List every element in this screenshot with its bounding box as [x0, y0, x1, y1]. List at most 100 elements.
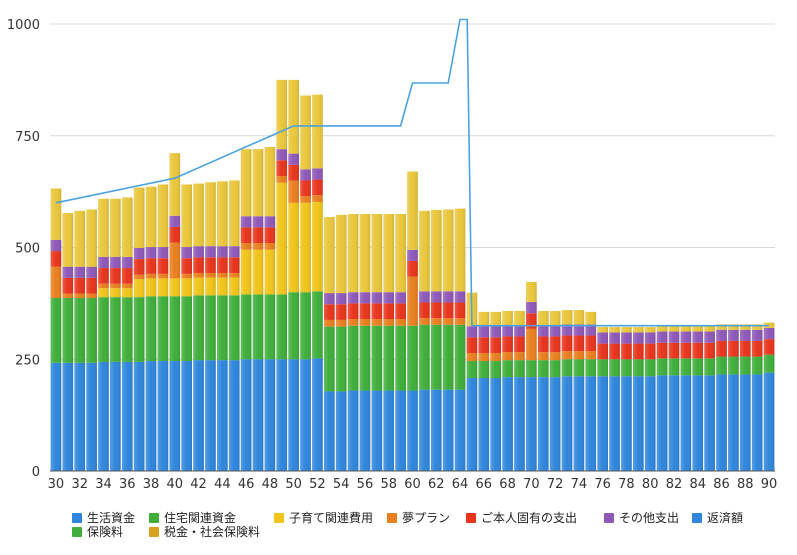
bar-shade-67-5	[490, 352, 502, 362]
bar-shade-50-6	[288, 164, 299, 181]
bar-shade-33-1	[86, 298, 97, 363]
bar-shade-30-5	[50, 266, 62, 299]
bar-shade-43-8	[205, 182, 216, 247]
bar-shade-54-8	[335, 214, 347, 294]
bar-shade-42-6	[193, 257, 204, 273]
bar-shade-43-1	[205, 295, 216, 361]
bar-shade-83-6	[680, 342, 692, 359]
bar-shade-57-8	[371, 213, 383, 293]
bar-shade-73-0	[561, 376, 573, 471]
bar-shade-44-5	[216, 272, 228, 278]
x-tick-label-34: 34	[95, 477, 112, 492]
bar-shade-44-7	[216, 246, 228, 258]
legend-label-0: 生活資金	[87, 510, 135, 525]
bar-shade-40-5	[169, 242, 181, 279]
bar-shade-41-1	[181, 296, 193, 362]
bar-shade-81-6	[656, 342, 668, 359]
bar-shade-51-5	[300, 196, 311, 203]
bar-shade-32-6	[74, 277, 86, 294]
bar-shade-47-1	[252, 294, 264, 360]
bar-shade-40-1	[169, 296, 181, 362]
bar-shade-47-8	[252, 149, 264, 217]
bar-shade-72-5	[549, 352, 561, 361]
bar-shade-61-0	[419, 389, 430, 471]
legend-swatch-3	[387, 513, 397, 523]
x-tick-label-40: 40	[167, 477, 184, 492]
bar-shade-74-1	[573, 359, 585, 377]
bar-shade-45-1	[228, 295, 240, 361]
bar-shade-79-6	[632, 343, 644, 360]
bar-shade-56-1	[359, 325, 371, 391]
bar-shade-51-1	[300, 292, 311, 360]
bar-shade-49-1	[276, 294, 288, 360]
bar-shade-59-8	[395, 213, 406, 293]
bar-shade-70-7	[526, 302, 537, 314]
bar-shade-62-0	[430, 389, 442, 471]
bar-shade-37-7	[133, 247, 145, 260]
x-tick-label-44: 44	[214, 477, 231, 492]
bar-shade-64-1	[454, 324, 466, 390]
bar-shade-57-7	[371, 292, 383, 304]
y-tick-label-250: 250	[15, 353, 40, 368]
bar-shade-69-8	[514, 310, 525, 326]
bar-shade-70-0	[526, 377, 537, 471]
bar-shade-59-5	[395, 319, 406, 326]
bar-shade-73-6	[561, 335, 573, 352]
x-tick-label-82: 82	[666, 477, 683, 492]
bar-shade-34-5	[98, 283, 109, 289]
bar-shade-65-0	[466, 378, 478, 471]
x-tick-label-86: 86	[713, 477, 730, 492]
bar-shade-82-7	[668, 331, 680, 343]
bar-shade-83-0	[680, 375, 692, 471]
bar-shade-42-0	[193, 360, 204, 471]
bar-shade-63-8	[442, 209, 454, 292]
bar-shade-42-3	[193, 277, 204, 296]
bar-shade-76-7	[597, 332, 609, 344]
bar-shade-76-1	[597, 359, 609, 377]
x-tick-label-78: 78	[618, 477, 635, 492]
bar-shade-73-1	[561, 359, 573, 377]
bar-shade-80-0	[644, 376, 656, 471]
bar-shade-39-8	[157, 184, 169, 248]
bar-shade-51-6	[300, 180, 311, 197]
bar-shade-87-6	[728, 340, 739, 357]
bar-shade-40-0	[169, 361, 181, 471]
bar-shade-38-1	[145, 296, 157, 362]
x-tick-label-32: 32	[71, 477, 88, 492]
bar-shade-84-6	[692, 342, 704, 359]
bar-shade-89-7	[751, 329, 763, 341]
bar-shade-87-7	[728, 329, 739, 341]
bar-shade-58-8	[383, 213, 395, 293]
bar-shade-41-0	[181, 361, 193, 471]
bar-shade-36-5	[121, 283, 133, 289]
bar-shade-64-7	[454, 291, 466, 303]
x-tick-label-88: 88	[737, 477, 754, 492]
bar-shade-68-0	[502, 377, 513, 471]
bar-shade-52-8	[312, 94, 323, 169]
bar-shade-79-1	[632, 359, 644, 377]
bar-shade-30-0	[50, 362, 62, 471]
legend-label-7: 保険料	[87, 525, 123, 539]
bar-shade-49-5	[276, 175, 288, 183]
bar-shade-69-0	[514, 377, 525, 471]
bar-shade-34-3	[98, 288, 109, 298]
bar-shade-55-8	[347, 213, 359, 293]
bar-shade-53-7	[323, 293, 335, 305]
bar-shade-37-3	[133, 279, 145, 298]
bar-shade-90-0	[763, 372, 775, 471]
bar-shade-51-3	[300, 202, 311, 293]
bar-shade-60-1	[407, 325, 418, 391]
bar-shade-47-7	[252, 216, 264, 228]
bar-shade-82-8	[668, 326, 680, 332]
bar-shade-89-6	[751, 340, 763, 357]
bar-shade-90-1	[763, 354, 775, 373]
bar-shade-68-7	[502, 325, 513, 337]
bar-shade-63-0	[442, 389, 454, 471]
bar-shade-78-6	[621, 343, 632, 360]
bar-shade-90-7	[763, 327, 775, 340]
bar-shade-46-3	[240, 249, 252, 295]
bar-shade-72-7	[549, 325, 561, 337]
bar-shade-38-6	[145, 258, 157, 274]
x-tick-label-70: 70	[523, 477, 540, 492]
bar-shade-57-1	[371, 325, 383, 391]
